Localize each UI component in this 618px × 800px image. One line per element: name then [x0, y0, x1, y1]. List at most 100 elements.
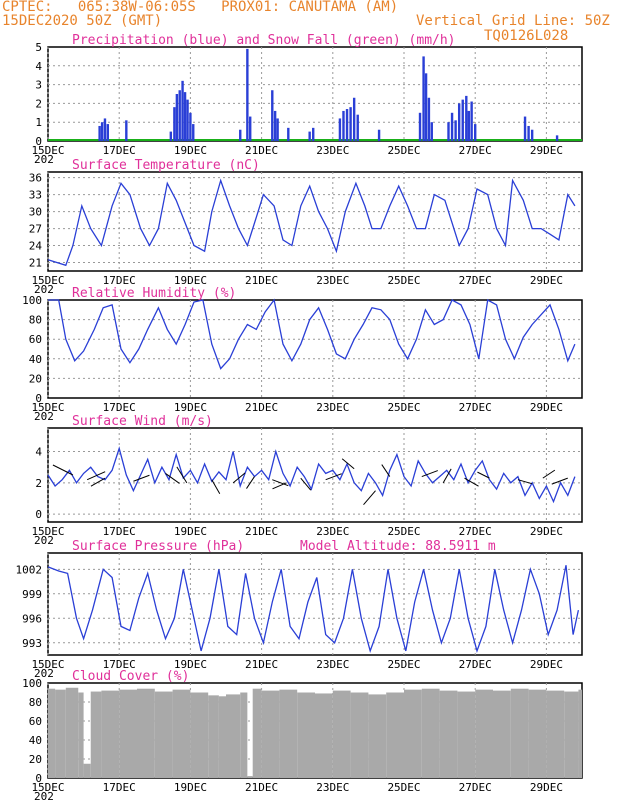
precip-bar — [169, 131, 173, 141]
cloud-bar — [493, 690, 511, 778]
wind-arrow — [133, 474, 150, 482]
pressure-xtick-label: 25DEC — [387, 658, 420, 671]
cloud-bar — [90, 691, 102, 778]
precip-bar — [470, 101, 473, 141]
precip-bar — [356, 114, 359, 141]
cloud-bar — [240, 692, 248, 778]
precip-bar — [465, 95, 468, 141]
cloud-bar — [297, 692, 315, 778]
precip-bar — [461, 99, 464, 141]
precip-bar — [523, 116, 527, 141]
wind-xtick-label: 25DEC — [387, 525, 420, 538]
wind-arrow — [165, 473, 180, 484]
precip-ytick-label: 3 — [35, 79, 42, 92]
precip-bar — [447, 122, 450, 141]
cloud-year-fragment: 202 — [34, 790, 54, 800]
pressure-xtick-label: 23DEC — [316, 658, 349, 671]
precip-xtick-label: 29DEC — [530, 144, 563, 157]
humidity-xtick-label: 17DEC — [103, 401, 136, 414]
wind-title: Surface Wind (m/s) — [72, 414, 213, 429]
precip-bar — [467, 110, 470, 141]
pressure-xtick-label: 29DEC — [530, 658, 563, 671]
wind-xtick-label: 17DEC — [103, 525, 136, 538]
wind-xtick-label: 27DEC — [459, 525, 492, 538]
precip-xtick-label: 21DEC — [245, 144, 278, 157]
precip-xtick-label: 25DEC — [387, 144, 420, 157]
wind-arrow — [272, 479, 289, 487]
precip-bar — [181, 80, 184, 141]
precip-ytick-label: 0 — [35, 135, 42, 148]
cloud-bar — [368, 694, 387, 778]
precip-bar — [106, 124, 110, 141]
humidity-ytick-label: 0 — [35, 392, 42, 405]
wind-arrow — [464, 477, 479, 487]
temperature-xtick-label: 23DEC — [316, 274, 349, 287]
precip-bar — [239, 129, 242, 141]
precip-bar — [183, 92, 187, 141]
precip-xtick-label: 15DEC — [31, 144, 64, 157]
humidity-xtick-label: 25DEC — [387, 401, 420, 414]
cloud-bar — [421, 688, 440, 778]
cloud-bar — [119, 689, 137, 778]
humidity-line — [48, 298, 576, 370]
wind-arrow — [421, 470, 438, 478]
pressure-xtick-label: 15DEC — [31, 658, 64, 671]
temperature-xtick-label: 21DEC — [245, 274, 278, 287]
precip-bar — [189, 112, 192, 141]
cloud-ytick-label: 0 — [35, 772, 42, 785]
humidity-ytick-label: 20 — [29, 372, 42, 385]
temperature-ytick-label: 33 — [29, 189, 42, 202]
precip-bar — [273, 110, 277, 141]
cloud-bar — [172, 689, 191, 778]
wind-arrow — [90, 477, 106, 487]
precip-bar — [377, 129, 381, 141]
humidity-ytick-label: 40 — [29, 353, 42, 366]
wind-arrow — [86, 471, 106, 481]
cloud-bar — [315, 693, 333, 778]
precip-bar — [427, 97, 431, 141]
temperature-line — [47, 178, 576, 267]
humidity-xtick-label: 15DEC — [31, 401, 64, 414]
precip-bar — [352, 97, 356, 141]
cloud-bar — [226, 694, 241, 778]
pressure-xtick-label: 19DEC — [174, 658, 207, 671]
cloud-ytick-label: 100 — [22, 677, 42, 690]
pressure-xtick-label: 21DEC — [245, 658, 278, 671]
precip-bar — [100, 122, 104, 141]
precip-ytick-label: 1 — [35, 116, 42, 129]
pressure-line — [47, 565, 580, 654]
temperature-xtick-label: 27DEC — [459, 274, 492, 287]
precip-bar — [276, 118, 279, 141]
precip-bar — [175, 94, 179, 141]
cloud-xtick-label: 19DEC — [174, 781, 207, 794]
pressure-ytick-label: 996 — [22, 612, 42, 625]
wind-ytick-label: 4 — [35, 446, 42, 459]
cloud-bar — [101, 690, 120, 778]
temperature-ytick-label: 27 — [29, 223, 42, 236]
cloud-bar — [332, 690, 351, 778]
temperature-title: Surface Temperature (nC) — [72, 158, 260, 173]
header-date: 15DEC2020 50Z (GMT) — [2, 13, 163, 29]
cloud-bar — [475, 689, 493, 778]
precip-bar — [345, 109, 349, 141]
humidity-ytick-label: 60 — [29, 333, 42, 346]
cloud-bar — [261, 690, 280, 778]
precip-bar — [312, 127, 315, 141]
wind-xtick-label: 23DEC — [316, 525, 349, 538]
wind-arrow — [381, 464, 391, 477]
cloud-bar — [83, 763, 91, 778]
cloud-xtick-label: 21DEC — [245, 781, 278, 794]
pressure-ytick-label: 1002 — [16, 563, 43, 576]
humidity-xtick-label: 19DEC — [174, 401, 207, 414]
cloud-xtick-label: 17DEC — [103, 781, 136, 794]
precip-bar — [287, 127, 290, 141]
humidity-xtick-label: 21DEC — [245, 401, 278, 414]
temperature-ytick-label: 36 — [29, 172, 42, 185]
cloud-bar — [218, 696, 226, 778]
precip-bar — [457, 103, 461, 141]
precip-bar — [249, 116, 252, 141]
pressure-subtitle: Model Altitude: 88.5911 m — [300, 539, 496, 554]
wind-arrow — [517, 479, 533, 485]
humidity-ytick-label: 100 — [22, 294, 42, 307]
cloud-xtick-label: 27DEC — [459, 781, 492, 794]
